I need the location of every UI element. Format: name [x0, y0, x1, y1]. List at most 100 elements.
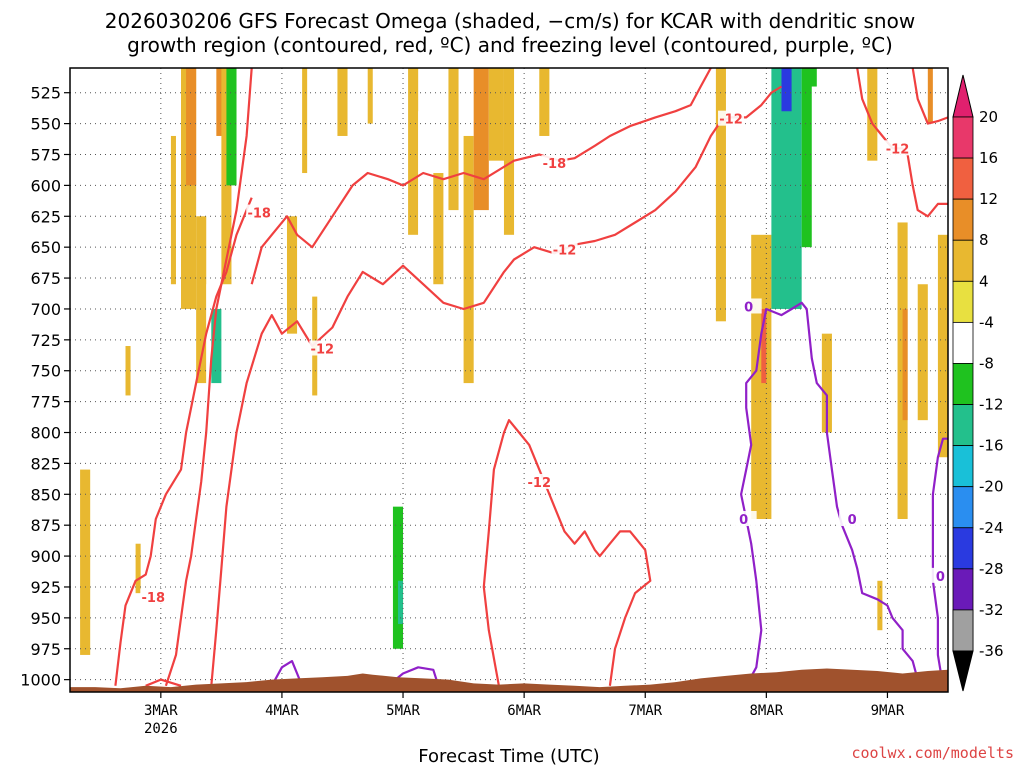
x-tick-label-4MAR: 4MAR	[265, 703, 299, 719]
omega-cell-21	[392, 506, 404, 649]
y-tick-label-725: 725	[30, 331, 61, 350]
contour-label-bg-6	[884, 140, 911, 156]
colorbar-under-triangle	[952, 650, 974, 692]
contour-label-10: 0	[848, 513, 857, 528]
colorbar-tick-label-7: -12	[979, 396, 1004, 414]
y-tick-label-1000: 1000	[20, 671, 61, 690]
colorbar-tick-label-11: -28	[979, 560, 1004, 578]
omega-cell-13	[226, 68, 237, 186]
contour-label-1: -18	[543, 157, 567, 172]
omega-cell-31	[539, 68, 550, 136]
colorbar-over-triangle	[952, 74, 974, 118]
omega-cell-0	[80, 469, 91, 655]
x-axis: 3MAR 2026 4MAR 5MAR 6MAR 7MAR 8MAR 9MAR	[144, 692, 905, 737]
contour-labels: -18 -18 -18 -12 -12 -12 -12 -12 0 0 0 0	[140, 110, 954, 606]
colorbar-swatch-0	[952, 116, 974, 159]
contour-label-4: -12	[553, 244, 577, 259]
omega-cell-8	[196, 216, 207, 384]
y-tick-label-675: 675	[30, 269, 61, 288]
contour-label-5: -12	[719, 113, 743, 128]
contour-10	[740, 301, 919, 687]
colorbar-tick-label-5: -4	[979, 313, 994, 331]
contour-1	[250, 67, 712, 285]
contour-label-bg-11	[927, 567, 954, 583]
omega-cell-25	[433, 173, 444, 285]
contour-label-8: 0	[744, 300, 753, 315]
colorbar-swatch-7	[952, 404, 974, 447]
terrain-fill	[70, 668, 948, 692]
contour-8	[270, 660, 304, 687]
y-tick-label-850: 850	[30, 485, 61, 504]
omega-cell-17	[302, 68, 308, 174]
x-axis-label: Forecast Time (UTC)	[418, 746, 599, 767]
omega-cell-29	[488, 68, 504, 161]
contour-6	[482, 419, 652, 686]
colorbar-swatch-1	[952, 157, 974, 200]
contour-4	[911, 67, 949, 125]
omega-cell-49	[917, 284, 928, 421]
omega-cell-51	[937, 234, 948, 458]
y-tick-label-525: 525	[30, 84, 61, 103]
colorbar-tick-label-13: -36	[979, 642, 1004, 660]
contour-2	[210, 85, 783, 686]
grid-lines	[70, 68, 948, 692]
omega-cell-1	[85, 68, 96, 130]
colorbar-swatch-2	[952, 198, 974, 241]
contour-label-bg-10	[839, 511, 866, 527]
chart-title-line2: growth region (contoured, red, ºC) and f…	[127, 33, 893, 57]
omega-cell-3	[125, 346, 131, 396]
y-tick-label-750: 750	[30, 362, 61, 381]
colorbar-swatch-4	[952, 280, 974, 323]
colorbar-tick-label-10: -24	[979, 519, 1004, 537]
contour-label-11: 0	[936, 570, 945, 585]
contour-0	[164, 67, 253, 687]
chart-title-line1: 2026030206 GFS Forecast Omega (shaded, −…	[105, 9, 915, 33]
contour-label-6: -12	[886, 142, 910, 157]
omega-cell-30	[503, 68, 515, 235]
colorbar-swatch-13	[952, 609, 974, 652]
y-tick-label-700: 700	[30, 300, 61, 319]
colorbar: 20 16 12 8 4 -4 -8 -12 -16 -20 -24 -28 -32 -36	[952, 74, 1004, 692]
omega-cell-19	[337, 68, 348, 136]
y-tick-label-550: 550	[30, 115, 61, 134]
y-tick-label-875: 875	[30, 516, 61, 535]
colorbar-swatch-10	[952, 527, 974, 570]
colorbar-tick-label-12: -32	[979, 601, 1004, 619]
omega-cell-33	[725, 68, 737, 408]
omega-cell-46	[877, 580, 883, 631]
omega-cell-38	[781, 68, 792, 112]
contour-11	[931, 437, 948, 686]
x-tick-label-3MAR: 3MAR	[144, 703, 178, 719]
omega-cell-36	[761, 308, 767, 384]
colorbar-swatch-9	[952, 486, 974, 529]
colorbar-tick-label-1: 16	[979, 149, 998, 167]
omega-cell-4	[165, 383, 176, 532]
contour-label-bg-0	[246, 204, 273, 220]
omega-cell-48	[902, 308, 908, 421]
y-axis: 525 550 575 600 625 650 675 700 725 750 775 800 825 8…	[20, 84, 70, 690]
contour-label-bg-5	[718, 110, 745, 126]
x-tick-label-7MAR: 7MAR	[628, 703, 662, 719]
omega-cell-16	[286, 216, 298, 334]
colorbar-swatch-5	[952, 321, 974, 364]
contour-label-bg-7	[526, 473, 553, 489]
omega-cell-42	[821, 333, 832, 433]
y-tick-label-825: 825	[30, 454, 61, 473]
colorbar-swatch-6	[952, 363, 974, 405]
y-tick-label-925: 925	[30, 578, 61, 597]
omega-cell-50	[927, 68, 933, 124]
contour-5	[114, 197, 253, 686]
contour-label-bg-1	[541, 155, 568, 171]
y-tick-label-800: 800	[30, 424, 61, 443]
y-tick-label-650: 650	[30, 238, 61, 257]
colorbar-tick-label-4: 4	[979, 272, 989, 290]
omega-cell-5	[170, 135, 176, 285]
omega-cell-12	[221, 68, 232, 285]
omega-cell-14	[251, 562, 262, 625]
contour-label-2: -18	[142, 591, 166, 606]
omega-cell-22	[397, 580, 404, 625]
y-tick-label-775: 775	[30, 393, 61, 412]
omega-cell-32	[715, 68, 726, 322]
omega-cell-45	[867, 68, 878, 161]
contour-label-bg-4	[551, 241, 578, 257]
